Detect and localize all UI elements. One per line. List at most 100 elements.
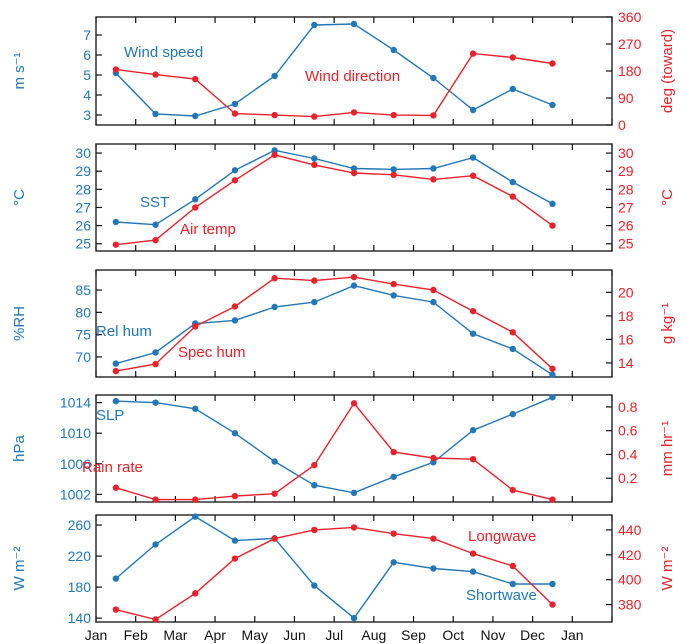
data-point [469, 50, 477, 57]
data-point [192, 496, 199, 503]
data-point [549, 601, 556, 608]
data-point [430, 535, 437, 542]
plot-frame [95, 269, 613, 378]
data-point [311, 298, 318, 306]
data-point [152, 399, 159, 406]
series-label: Wind speed [124, 44, 203, 61]
month-label: Apr [204, 627, 226, 643]
right-tick-label: 0.2 [618, 470, 638, 486]
left-tick-label: 260 [68, 517, 92, 533]
right-tick-label: 27 [618, 199, 634, 215]
data-point [390, 530, 397, 537]
right-axis-title: W m⁻² [659, 547, 676, 591]
series-line-sst [115, 149, 553, 226]
right-tick-label: 26 [618, 218, 634, 234]
left-tick-label: 180 [68, 579, 92, 595]
right-axis-title: g kg⁻¹ [659, 303, 676, 344]
left-tick-label: 220 [68, 548, 92, 564]
left-tick-label: 140 [68, 610, 92, 626]
data-point [509, 486, 516, 494]
series-line-longwave [115, 526, 553, 621]
data-point [231, 167, 239, 174]
data-point [469, 568, 477, 575]
data-point [271, 151, 278, 159]
plot-frame [95, 394, 613, 503]
month-label: Oct [442, 627, 464, 643]
right-tick-label: 380 [618, 597, 642, 613]
left-tick-label: 30 [75, 145, 91, 161]
panel-4: 1002 1006 1010 1014 0.2 0.4 0.6 0.8 hPa mm hr⁻¹ SL… [11, 394, 676, 503]
data-point [192, 112, 199, 120]
left-tick-label: 26 [75, 218, 91, 234]
data-point [271, 111, 278, 119]
series-label: Rain rate [82, 459, 143, 476]
data-point [469, 106, 477, 114]
data-point [152, 110, 159, 118]
data-point [509, 85, 516, 93]
month-label: Nov [480, 627, 505, 643]
data-point [390, 559, 397, 566]
data-point [192, 405, 199, 412]
left-tick-label: 1006 [60, 456, 91, 472]
data-point [152, 360, 159, 368]
series-label: Air temp [180, 221, 236, 238]
data-point [112, 218, 120, 226]
data-point [311, 461, 318, 469]
data-point [390, 473, 397, 480]
right-tick-label: 420 [618, 547, 642, 563]
series-line-shortwave [115, 515, 553, 620]
left-tick-label: 80 [75, 304, 91, 320]
right-axis-title: mm hr⁻¹ [659, 421, 676, 476]
series-line-spec-hum [115, 276, 553, 372]
data-point [549, 60, 556, 67]
right-tick-label: 0.8 [618, 399, 638, 415]
data-point [271, 458, 278, 465]
data-point [469, 456, 477, 463]
data-point [192, 590, 199, 597]
plot-frame [95, 514, 613, 623]
left-tick-label: 85 [75, 282, 91, 298]
right-axis-title: deg (toward) [659, 29, 676, 113]
data-point [112, 484, 120, 491]
data-point [509, 580, 516, 588]
data-point [549, 200, 556, 208]
left-tick-label: 7 [83, 27, 91, 43]
left-tick-label: 70 [75, 349, 91, 365]
right-axis-title: °C [659, 189, 676, 206]
data-point [350, 400, 358, 407]
right-tick-label: 0.4 [618, 446, 638, 462]
data-point [311, 161, 318, 169]
series-line-wind-speed [115, 23, 553, 117]
data-point [192, 196, 199, 203]
data-point [112, 66, 120, 73]
month-label: Jul [325, 627, 343, 643]
series-label: SST [140, 194, 169, 211]
data-point [231, 555, 239, 562]
data-point [430, 165, 437, 172]
data-point [430, 298, 437, 306]
data-point [390, 171, 397, 179]
data-point [152, 236, 159, 244]
left-tick-label: 6 [83, 47, 91, 63]
data-point [231, 430, 239, 437]
left-axis-title: W m⁻² [11, 547, 28, 591]
data-point [509, 562, 516, 570]
data-point [350, 20, 358, 28]
right-tick-label: 14 [618, 355, 634, 371]
left-tick-label: 3 [83, 107, 91, 123]
data-point [271, 490, 278, 497]
month-label: Jan [85, 627, 108, 643]
data-point [152, 496, 159, 503]
month-axis: Jan Feb Mar Apr May Jun Jul Aug Sep Oct Nov Dec Jan [85, 627, 584, 643]
left-axis-title: %RH [11, 306, 28, 341]
month-label: Feb [124, 627, 148, 643]
series-label: Longwave [468, 528, 536, 545]
data-point [271, 72, 278, 80]
data-point [549, 101, 556, 109]
month-label: Sep [401, 627, 426, 643]
data-point [469, 426, 477, 434]
data-point [231, 110, 239, 117]
data-point [549, 496, 556, 503]
panel-1: 3 4 5 6 7 0 90 180 270 360 m s⁻¹ deg (toward) Wind s… [11, 9, 676, 133]
